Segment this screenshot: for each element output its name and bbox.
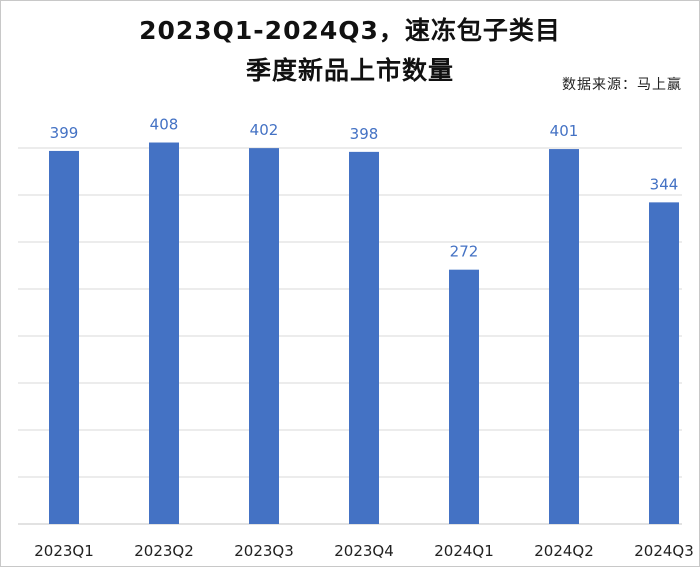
chart-title-line-1: 2023Q1-2024Q3，速冻包子类目 [139,16,561,45]
bar-2023Q4 [349,151,379,524]
x-tick-label-2023Q2: 2023Q2 [134,542,194,560]
x-tick-label-2024Q2: 2024Q2 [534,542,594,560]
x-tick-label-2023Q3: 2023Q3 [234,542,294,560]
value-label-2023Q3: 402 [250,121,279,139]
bar-2023Q3 [249,148,279,524]
bar-2024Q3 [649,202,679,525]
x-axis-labels: 2023Q1 2023Q2 2023Q3 2023Q4 2024Q1 2024Q2 2024… [34,542,694,560]
value-label-2023Q1: 399 [50,124,79,142]
value-labels: 399 408 402 398 272 401 344 [50,116,679,261]
x-tick-label-2023Q4: 2023Q4 [334,542,394,560]
value-label-2023Q4: 398 [350,125,379,143]
value-label-2023Q2: 408 [150,116,179,134]
value-label-2024Q2: 401 [550,122,579,140]
x-tick-label-2024Q3: 2024Q3 [634,542,694,560]
bar-2023Q1 [49,150,79,524]
bar-2023Q2 [149,142,179,524]
value-label-2024Q1: 272 [450,243,479,261]
x-tick-label-2023Q1: 2023Q1 [34,542,94,560]
bar-2024Q2 [549,149,579,524]
x-tick-label-2024Q1: 2024Q1 [434,542,494,560]
value-label-2024Q3: 344 [650,175,679,193]
bars [49,142,679,525]
chart-title-line-2: 季度新品上市数量 [245,56,454,85]
bar-2024Q1 [449,269,479,524]
data-source-note: 数据来源：马上赢 [562,77,682,93]
